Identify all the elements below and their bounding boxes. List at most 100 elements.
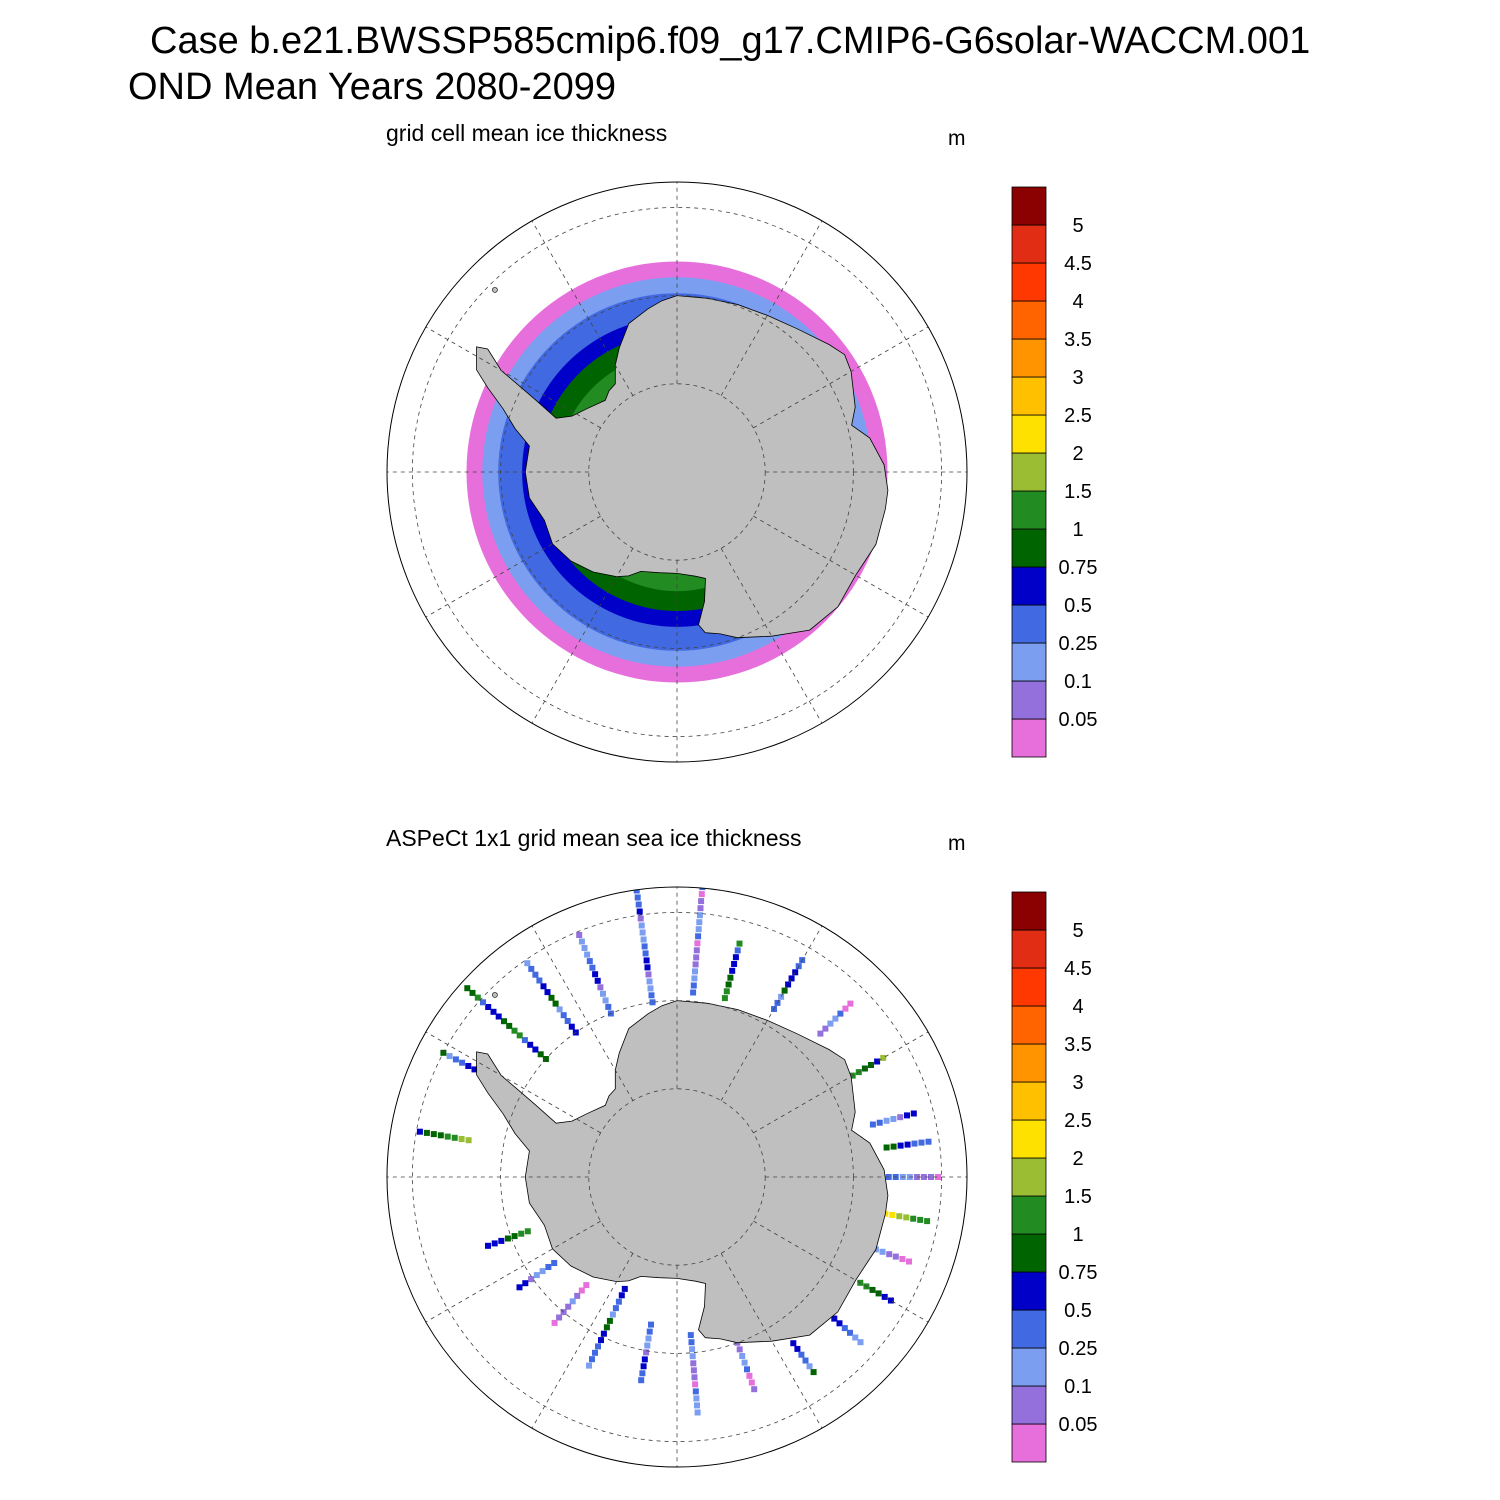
colorbar-tick-label: 0.1 — [1064, 671, 1092, 693]
colorbar-swatch — [1011, 566, 1047, 606]
observation-cell — [646, 978, 653, 985]
observation-cell — [485, 1242, 491, 1249]
colorbar-swatch — [1011, 1423, 1047, 1463]
observation-cell — [690, 1367, 697, 1374]
observation-cell — [548, 994, 555, 1001]
observation-cell — [785, 981, 792, 988]
observation-cell — [640, 1363, 647, 1370]
observation-cell — [594, 977, 601, 984]
colorbar-swatch — [1011, 262, 1047, 302]
island-landmass — [492, 992, 498, 998]
observation-cell — [822, 1025, 829, 1032]
observation-cell — [692, 1381, 699, 1388]
observation-cell — [892, 1253, 899, 1260]
observation-cell — [437, 1132, 444, 1139]
colorbar-tick-label: 1 — [1072, 1224, 1083, 1246]
colorbar-tick-label: 0.05 — [1059, 1414, 1098, 1436]
observation-cell — [574, 1292, 581, 1299]
observation-cell — [723, 988, 730, 995]
meridian-line — [720, 548, 876, 762]
panel2-graticule — [387, 887, 967, 1467]
observation-cell — [788, 975, 795, 982]
colorbar-tick-label: 2.5 — [1064, 405, 1092, 427]
observation-cell — [451, 1134, 458, 1141]
panel2-title: ASPeCt 1x1 grid mean sea ice thickness — [386, 825, 802, 851]
figure-title-case: Case b.e21.BWSSP585cmip6.f09_g17.CMIP6-G… — [150, 20, 1311, 62]
colorbar-tick-label: 2 — [1072, 1148, 1083, 1170]
observation-cell — [647, 985, 654, 992]
observation-cell — [621, 1285, 628, 1292]
colorbar-swatch — [1011, 452, 1047, 492]
observation-cell — [540, 983, 547, 990]
observation-cell — [491, 1240, 498, 1247]
meridian-line — [478, 548, 634, 762]
observation-cell — [643, 957, 650, 964]
observation-cell — [781, 987, 788, 994]
observation-cell — [928, 1174, 934, 1180]
observation-cell — [842, 1005, 849, 1012]
observation-cell — [452, 1056, 459, 1063]
observation-cell — [501, 1018, 507, 1025]
observation-cell — [690, 1360, 697, 1367]
colorbar-swatch — [1011, 1195, 1047, 1235]
observation-cell — [918, 1139, 925, 1146]
observation-cell — [444, 1133, 451, 1140]
panel2-map-border — [386, 886, 968, 1468]
observation-cell — [879, 1248, 886, 1255]
observation-cell — [495, 1013, 502, 1020]
observation-cell — [578, 1287, 585, 1294]
observation-cell — [748, 1379, 755, 1386]
colorbar-tick-label: 0.25 — [1059, 1338, 1098, 1360]
panel1-graticule — [387, 182, 967, 762]
observation-cell — [592, 1349, 598, 1356]
south-america-landmass — [387, 1010, 398, 1090]
colorbar-tick-label: 1.5 — [1064, 481, 1092, 503]
observation-cell — [581, 945, 588, 951]
observation-cell — [924, 1218, 931, 1225]
observation-cell — [644, 1342, 651, 1349]
observation-cell — [592, 971, 599, 978]
meridian-line — [720, 887, 876, 1101]
observation-cell — [692, 961, 699, 968]
panel2-unit: m — [948, 832, 966, 855]
observation-cell — [490, 1008, 497, 1015]
colorbar-tick-label: 4 — [1072, 291, 1083, 313]
colorbar-tick-label: 2.5 — [1064, 1110, 1092, 1132]
observation-cell — [634, 894, 641, 901]
observation-cell — [511, 1027, 518, 1034]
observation-cell — [446, 1053, 453, 1060]
observation-cell — [516, 1284, 523, 1291]
observation-cell — [694, 1409, 701, 1416]
observation-cell — [935, 1174, 941, 1180]
colorbar-swatch — [1011, 604, 1047, 644]
observation-cell — [648, 992, 655, 999]
observation-cell — [639, 929, 646, 936]
observation-cell — [636, 908, 643, 915]
panel1-map-border — [386, 181, 968, 763]
colorbar-swatch — [1011, 376, 1047, 416]
observation-cell — [511, 1233, 518, 1240]
observation-cell — [645, 971, 652, 978]
colorbar-tick-label: 4.5 — [1064, 958, 1092, 980]
observation-cell — [693, 947, 700, 954]
meridian-line — [720, 182, 876, 396]
observation-cell — [504, 1235, 511, 1242]
observation-cell — [837, 1010, 844, 1017]
colorbar-tick-label: 4.5 — [1064, 253, 1092, 275]
observation-cell — [524, 1228, 531, 1235]
colorbar-tick-label: 5 — [1072, 215, 1083, 237]
meridian-line — [753, 515, 967, 671]
colorbar-tick-label: 0.1 — [1064, 1376, 1092, 1398]
observation-cell — [904, 1141, 911, 1148]
colorbar-tick-label: 3.5 — [1064, 329, 1092, 351]
observation-cell — [528, 1276, 535, 1283]
colorbar-swatch — [1011, 1005, 1047, 1045]
observation-cell — [847, 1000, 854, 1007]
observation-cell — [583, 1282, 590, 1289]
observation-cell — [545, 1264, 552, 1270]
observation-cell — [586, 1362, 592, 1369]
observation-cell — [736, 1346, 743, 1353]
observation-cell — [696, 912, 703, 919]
observation-cell — [836, 1320, 843, 1327]
observation-cell — [692, 1388, 699, 1395]
